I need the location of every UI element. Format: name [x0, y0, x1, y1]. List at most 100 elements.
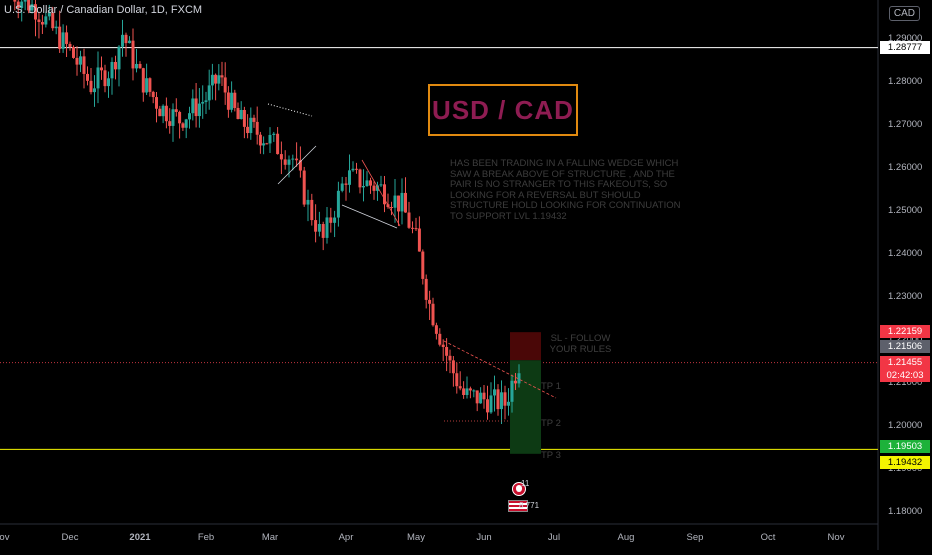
candle-body [128, 40, 131, 44]
candle-body [201, 101, 205, 104]
annotation-title: USD / CAD [432, 94, 574, 125]
candle-body [507, 401, 510, 406]
x-tick-label: Nov [828, 532, 845, 543]
candle-body [272, 133, 276, 135]
candle-body [239, 109, 243, 119]
candle-body [503, 392, 507, 406]
candle-body [468, 388, 472, 391]
ideas-badge[interactable] [512, 482, 526, 496]
candle-body [148, 78, 152, 92]
candle-body [455, 373, 459, 387]
candle-body [258, 134, 262, 146]
target-price-tag: 1.19503 [880, 440, 930, 453]
candle-body [168, 121, 172, 126]
candle-body [400, 192, 404, 212]
candle-body [249, 117, 253, 134]
candle-body [421, 251, 425, 279]
candle-body [138, 63, 142, 69]
x-tick-label: 2021 [129, 532, 151, 543]
candle-body [265, 143, 269, 145]
candle-body [178, 111, 182, 124]
candle-body [472, 390, 476, 392]
candle-body [103, 70, 107, 87]
candle-body [252, 117, 256, 122]
x-tick-label: Nov [0, 532, 10, 543]
candle-body [493, 389, 496, 396]
candle-body [344, 183, 348, 185]
candle-body [89, 80, 93, 93]
candle-body [517, 373, 521, 384]
candle-body [44, 16, 48, 25]
countdown-tag: 02:42:03 [880, 369, 930, 382]
currency-badge[interactable]: CAD [888, 6, 920, 21]
candle-body [40, 21, 44, 25]
candle-body [217, 75, 221, 84]
flag-icon[interactable] [508, 500, 528, 512]
candle-body [188, 113, 191, 120]
candle-body [434, 325, 438, 334]
candle-body [351, 168, 355, 171]
candle-body [428, 299, 432, 304]
candle-body [325, 217, 329, 238]
x-tick-label: Sep [687, 532, 704, 543]
candle-body [223, 77, 227, 93]
candle-body [276, 133, 280, 155]
candle-body [107, 78, 110, 87]
y-tick-label: 1.28000 [888, 76, 922, 87]
candle-body [155, 97, 158, 109]
candle-body [268, 134, 272, 144]
candle-body [207, 85, 211, 101]
candle-body [458, 386, 462, 389]
candle-body [365, 180, 369, 187]
candle-body [417, 228, 421, 252]
candle-body [369, 180, 372, 186]
candle-body [424, 278, 428, 300]
tp3-label: TP 3 [541, 450, 561, 461]
y-tick-label: 1.20000 [888, 420, 922, 431]
candle-body [414, 228, 418, 230]
candle-body [23, 0, 27, 2]
stop-loss-zone [510, 332, 541, 361]
candle-body [51, 12, 55, 29]
candle-body [135, 63, 138, 69]
candle-body [96, 67, 100, 89]
candle-body [482, 392, 486, 400]
candle-body [47, 12, 51, 17]
candle-body [114, 61, 117, 70]
followers-count: 8 771 [519, 501, 540, 510]
candle-body [321, 224, 325, 238]
candle-body [496, 389, 500, 410]
y-tick-label: 1.27000 [888, 119, 922, 130]
candle-body [204, 100, 208, 102]
candle-body [79, 56, 82, 65]
x-tick-label: Apr [339, 532, 354, 543]
candle-body [174, 109, 178, 112]
take-profit-zone [510, 360, 541, 454]
candle-body [314, 220, 318, 232]
candle-body [30, 4, 34, 11]
x-tick-label: Jun [476, 532, 491, 543]
candle-body [255, 121, 259, 135]
ideas-icon [516, 485, 522, 492]
candle-body [93, 88, 96, 93]
candle-body [75, 57, 79, 65]
candle-body [34, 4, 37, 20]
candle-body [372, 185, 376, 191]
candle-body [514, 380, 517, 384]
candle-body [242, 109, 246, 127]
trendline-rising [277, 145, 317, 185]
resistance-price-tag: 1.28777 [880, 41, 930, 54]
candle-body [407, 212, 411, 228]
candle-body [298, 160, 302, 171]
candle-body [184, 119, 188, 128]
candle-body [310, 199, 314, 221]
candle-body [306, 199, 310, 205]
candle-body [100, 67, 103, 71]
candle-body [362, 186, 365, 188]
stop-price-tag: 1.22159 [880, 325, 930, 338]
candle-body [510, 380, 514, 402]
candle-body [336, 190, 340, 218]
candle-body [197, 103, 201, 117]
